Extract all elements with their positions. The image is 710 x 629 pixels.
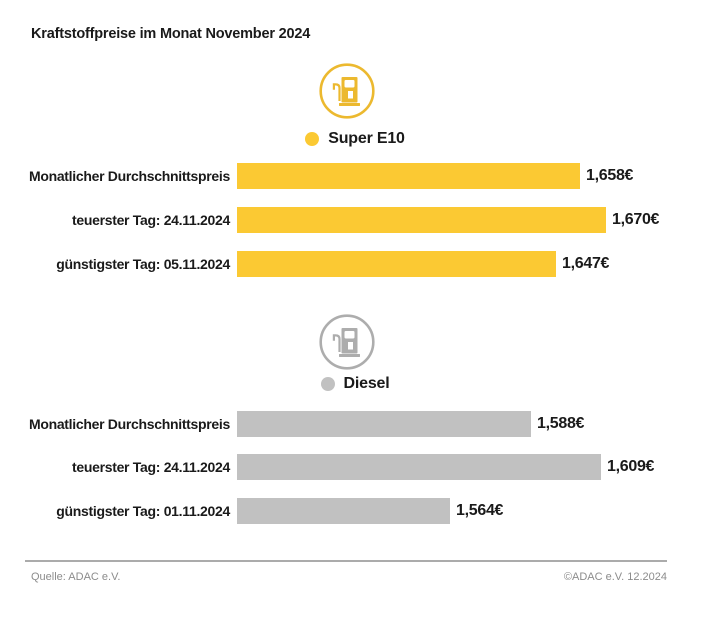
bar-e10-max — [237, 207, 606, 233]
bar-label: günstigster Tag: 05.11.2024 — [56, 256, 230, 272]
bar-diesel-max — [237, 454, 601, 480]
bar-row-e10-min: günstigster Tag: 05.11.2024 1,647€ — [0, 251, 710, 277]
bar-row-diesel-average: Monatlicher Durchschnittspreis 1,588€ — [0, 411, 710, 437]
bar-value: 1,647€ — [562, 255, 610, 272]
bar-value: 1,609€ — [607, 458, 655, 475]
bar-value: 1,588€ — [537, 415, 585, 432]
bar-label: Monatlicher Durchschnittspreis — [28, 416, 230, 432]
footer-divider — [25, 560, 667, 562]
bar-label: teuerster Tag: 24.11.2024 — [71, 459, 230, 475]
legend-label-diesel: Diesel — [343, 375, 390, 392]
legend-super-e10: Super E10 — [0, 130, 710, 147]
bar-row-diesel-min: günstigster Tag: 01.11.2024 1,564€ — [0, 498, 710, 524]
bar-e10-min — [237, 251, 556, 277]
fuel-pump-icon — [319, 63, 375, 119]
footer-source: Quelle: ADAC e.V. — [31, 571, 121, 583]
legend-label-e10: Super E10 — [328, 130, 405, 147]
bar-value: 1,658€ — [586, 167, 634, 184]
bar-value: 1,670€ — [612, 211, 660, 228]
fuel-pump-icon — [319, 314, 375, 370]
bar-row-e10-average: Monatlicher Durchschnittspreis 1,658€ — [0, 163, 710, 189]
bar-e10-average — [237, 163, 580, 189]
bar-row-e10-max: teuerster Tag: 24.11.2024 1,670€ — [0, 207, 710, 233]
legend-diesel: Diesel — [0, 375, 710, 392]
legend-dot-e10 — [305, 132, 320, 146]
bar-value: 1,564€ — [456, 502, 504, 519]
chart-title: Kraftstoffpreise im Monat November 2024 — [31, 26, 311, 42]
bar-diesel-average — [237, 411, 531, 437]
bar-label: Monatlicher Durchschnittspreis — [28, 168, 230, 184]
footer-copyright: ©ADAC e.V. 12.2024 — [563, 571, 667, 583]
bar-label: teuerster Tag: 24.11.2024 — [71, 212, 230, 228]
legend-dot-diesel — [320, 377, 335, 391]
bar-label: günstigster Tag: 01.11.2024 — [56, 503, 230, 519]
bar-diesel-min — [237, 498, 450, 524]
bar-row-diesel-max: teuerster Tag: 24.11.2024 1,609€ — [0, 454, 710, 480]
